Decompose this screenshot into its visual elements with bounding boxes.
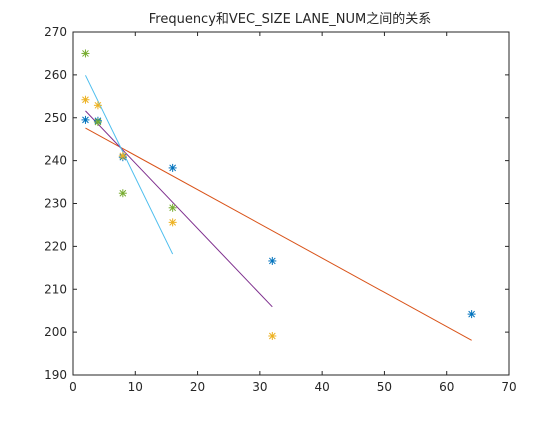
x-tick-label: 0 [69,380,77,394]
data-point-s3-1 [81,49,90,58]
data-point-s3-4 [168,203,177,212]
data-point-s2-5 [268,331,277,340]
y-tick-label: 240 [44,154,67,168]
x-tick-label: 40 [315,380,330,394]
data-point-s2-1 [81,95,90,104]
data-point-s2-3 [118,151,127,160]
chart-title: Frequency和VEC_SIZE LANE_NUM之间的关系 [149,11,432,27]
y-tick-label: 210 [44,282,67,296]
x-tick-label: 50 [377,380,392,394]
data-point-s3-3 [118,189,127,198]
plot-area [73,32,509,375]
data-point-s1-6 [467,310,476,319]
x-tick-label: 70 [501,380,516,394]
data-markers [81,49,476,340]
y-tick-label: 270 [44,25,67,39]
fit-line-1 [85,127,472,341]
x-tick-label: 20 [190,380,205,394]
data-point-s2-2 [93,101,102,110]
data-point-s1-4 [168,163,177,172]
data-point-s1-1 [81,115,90,124]
y-tick-label: 190 [44,368,67,382]
x-tick-label: 10 [128,380,143,394]
data-point-s3-2 [93,118,102,127]
y-tick-label: 250 [44,111,67,125]
y-tick-label: 200 [44,325,67,339]
y-tick-label: 260 [44,68,67,82]
data-point-s2-4 [168,218,177,227]
fit-line-2 [85,110,273,308]
data-point-s1-5 [268,256,277,265]
x-tick-label: 30 [252,380,267,394]
y-tick-label: 220 [44,239,67,253]
x-tick-label: 60 [439,380,454,394]
y-tick-label: 230 [44,197,67,211]
axes: 0 10 20 30 40 50 60 70 190 200 210 220 230 240 250 260 2… [44,25,517,394]
